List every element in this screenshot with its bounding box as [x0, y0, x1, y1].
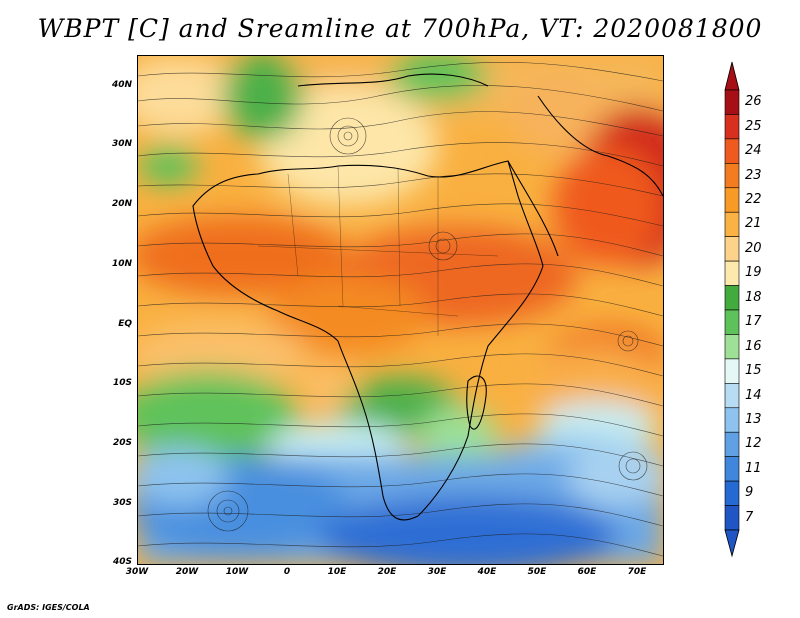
colorbar-swatch: [724, 89, 740, 115]
colorbar-label: 21: [745, 216, 762, 232]
lon-label: 10W: [225, 567, 249, 577]
lat-label: 20N: [111, 199, 132, 209]
colorbar-label: 16: [745, 338, 762, 354]
colorbar-label: 24: [745, 143, 762, 159]
colorbar-swatch: [724, 383, 740, 409]
colorbar-label: 11: [745, 460, 762, 476]
map-panel: [137, 55, 664, 565]
colorbar-label: 12: [745, 436, 762, 452]
colorbar-label: 7: [745, 509, 754, 525]
colorbar: [724, 61, 740, 558]
lon-label: 50E: [527, 567, 547, 577]
lon-label: 40E: [477, 567, 497, 577]
colorbar-label: 26: [745, 94, 762, 110]
colorbar-swatch: [724, 138, 740, 164]
colorbar-label: 17: [745, 314, 762, 330]
colorbar-label: 14: [745, 387, 762, 403]
colorbar-label: 23: [745, 167, 762, 183]
colorbar-swatch: [724, 187, 740, 213]
map-title: WBPT [C] and Sreamline at 700hPa, VT: 20…: [37, 14, 763, 43]
colorbar-swatch: [724, 309, 740, 335]
lat-label: 40N: [111, 80, 132, 90]
lon-label: 30W: [125, 567, 149, 577]
colorbar-swatch: [724, 456, 740, 482]
colorbar-label: 9: [745, 485, 754, 501]
wbpt-field: [138, 56, 663, 564]
colorbar-label: 22: [745, 192, 762, 207]
lat-label: 30N: [111, 139, 132, 149]
colorbar-swatch: [724, 114, 740, 140]
colorbar-swatch: [724, 163, 740, 189]
colorbar-swatch: [724, 431, 740, 457]
colorbar-label: 20: [745, 240, 762, 256]
colorbar-swatch: [724, 505, 740, 531]
credit-text: GrADS: IGES/COLA: [7, 603, 90, 612]
colorbar-label: 19: [745, 265, 762, 281]
colorbar-bottom-arrow: [724, 529, 740, 558]
lon-label: 70E: [627, 567, 647, 577]
colorbar-label: 25: [745, 118, 762, 134]
streamlines: [138, 61, 663, 557]
lon-label: 0: [283, 567, 291, 577]
lat-label: 10S: [112, 378, 132, 388]
colorbar-label: 15: [745, 363, 762, 379]
colorbar-swatch: [724, 407, 740, 433]
colorbar-swatch: [724, 334, 740, 360]
colorbar-swatch: [724, 285, 740, 311]
lon-label: 30E: [427, 567, 447, 577]
lon-label: 10E: [327, 567, 347, 577]
lat-label: 40S: [112, 557, 132, 567]
colorbar-label: 13: [745, 412, 762, 427]
lat-label: 10N: [111, 259, 132, 269]
lon-label: 20E: [377, 567, 397, 577]
colorbar-swatch: [724, 358, 740, 384]
colorbar-swatch: [724, 236, 740, 262]
lat-label: EQ: [118, 319, 132, 329]
colorbar-label: 18: [745, 289, 762, 305]
colorbar-swatch: [724, 480, 740, 506]
colorbar-swatch: [724, 260, 740, 286]
lon-label: 20W: [175, 567, 199, 577]
lon-label: 60E: [577, 567, 597, 577]
coastlines: [192, 73, 663, 521]
lat-label: 20S: [112, 438, 132, 448]
colorbar-swatch: [724, 211, 740, 237]
lat-label: 30S: [112, 498, 132, 508]
colorbar-top-arrow: [724, 61, 740, 91]
